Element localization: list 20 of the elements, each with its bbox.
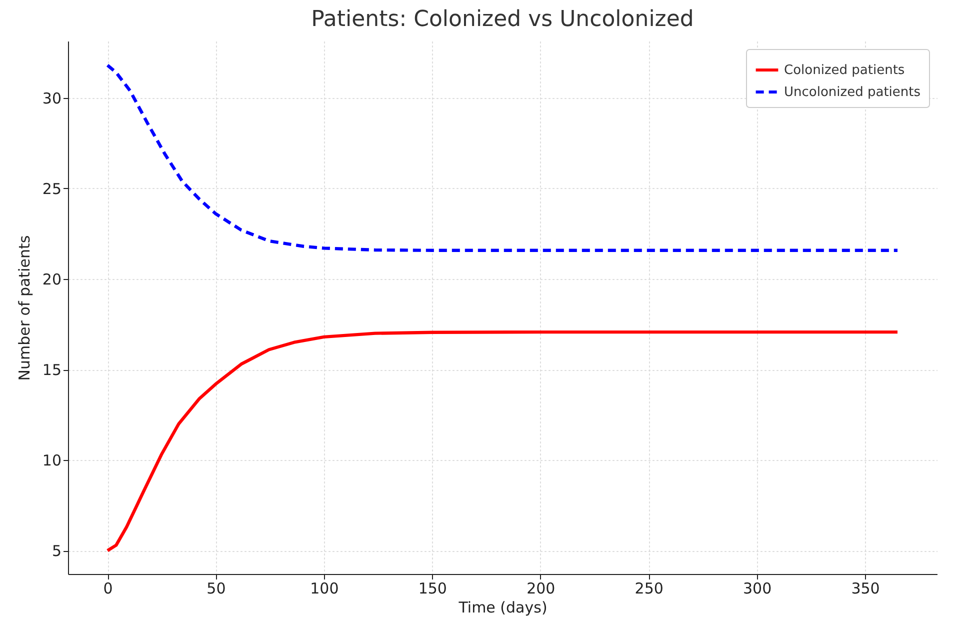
y-tick-label: 15 xyxy=(42,361,62,380)
chart-title: Patients: Colonized vs Uncolonized xyxy=(311,7,694,32)
x-tick-label: 250 xyxy=(634,580,664,598)
legend-label: Uncolonized patients xyxy=(784,85,921,100)
y-tick-label: 25 xyxy=(42,180,62,198)
y-tick-label: 30 xyxy=(42,89,62,108)
x-tick-label: 150 xyxy=(418,580,447,598)
x-tick-label: 50 xyxy=(206,580,226,598)
x-axis-title: Time (days) xyxy=(458,598,548,616)
y-tick-label: 20 xyxy=(42,270,62,288)
legend-label: Colonized patients xyxy=(784,63,905,78)
x-tick-label: 350 xyxy=(851,580,880,598)
y-tick-label: 5 xyxy=(52,542,62,560)
x-tick-label: 100 xyxy=(310,580,339,598)
x-tick-label: 200 xyxy=(526,580,556,598)
y-tick-label: 10 xyxy=(42,452,62,470)
y-axis-title: Number of patients xyxy=(15,235,34,381)
x-tick-label: 300 xyxy=(742,580,772,598)
line-series xyxy=(106,330,900,552)
x-tick-label: 0 xyxy=(103,580,113,598)
